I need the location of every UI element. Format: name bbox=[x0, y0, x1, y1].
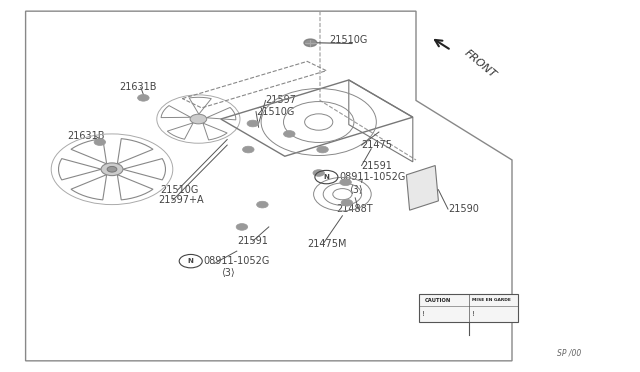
Circle shape bbox=[101, 163, 123, 176]
Circle shape bbox=[341, 199, 353, 206]
Text: 21590: 21590 bbox=[448, 204, 479, 214]
Text: 21510G: 21510G bbox=[160, 185, 198, 195]
Circle shape bbox=[236, 224, 248, 230]
Text: 21591: 21591 bbox=[362, 161, 392, 170]
Circle shape bbox=[107, 166, 117, 172]
Text: ⟨3⟩: ⟨3⟩ bbox=[349, 185, 362, 195]
Circle shape bbox=[317, 146, 328, 153]
Text: 08911-1052G: 08911-1052G bbox=[339, 172, 406, 182]
Text: 21488T: 21488T bbox=[336, 204, 372, 214]
Circle shape bbox=[94, 139, 106, 145]
Text: 08911-1052G: 08911-1052G bbox=[204, 256, 270, 266]
Text: SP /00: SP /00 bbox=[557, 349, 581, 358]
Circle shape bbox=[313, 170, 324, 176]
Text: ⟨3⟩: ⟨3⟩ bbox=[221, 269, 234, 278]
Text: MISE EN GARDE: MISE EN GARDE bbox=[472, 298, 511, 302]
FancyBboxPatch shape bbox=[419, 294, 518, 322]
Text: 21597+A: 21597+A bbox=[159, 195, 204, 205]
Circle shape bbox=[304, 39, 317, 46]
Text: 21510G: 21510G bbox=[256, 107, 294, 116]
Text: 21597: 21597 bbox=[266, 96, 296, 105]
Text: 21475M: 21475M bbox=[307, 239, 347, 248]
Text: 21591: 21591 bbox=[237, 236, 268, 246]
Text: 21631B: 21631B bbox=[68, 131, 105, 141]
Circle shape bbox=[138, 94, 149, 101]
Text: N: N bbox=[323, 174, 330, 180]
Text: FRONT: FRONT bbox=[462, 48, 498, 80]
Circle shape bbox=[257, 201, 268, 208]
Polygon shape bbox=[406, 166, 438, 210]
Text: N: N bbox=[188, 258, 194, 264]
Text: 21475: 21475 bbox=[362, 140, 392, 150]
Text: !: ! bbox=[472, 311, 475, 317]
Circle shape bbox=[247, 120, 259, 127]
Text: !: ! bbox=[422, 311, 425, 317]
Circle shape bbox=[243, 146, 254, 153]
Text: 21631B: 21631B bbox=[119, 83, 156, 92]
Text: CAUTION: CAUTION bbox=[424, 298, 451, 302]
Circle shape bbox=[340, 179, 351, 186]
Circle shape bbox=[190, 114, 207, 124]
Circle shape bbox=[284, 131, 295, 137]
Text: 21599N: 21599N bbox=[435, 310, 474, 319]
Text: 21510G: 21510G bbox=[330, 35, 368, 45]
